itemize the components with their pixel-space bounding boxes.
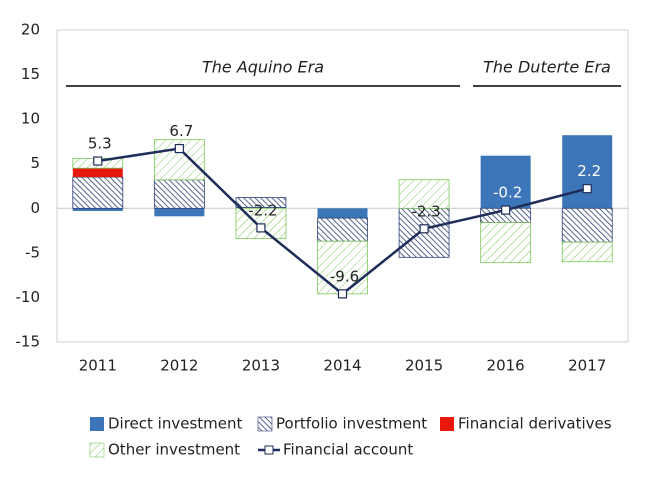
line-marker [256,223,266,233]
legend-swatch [89,442,105,458]
data-label: -2.3 [411,202,440,220]
annotation: The Aquino Era [202,58,324,77]
bar-segment [72,208,123,211]
y-tick-label: 0 [30,199,40,217]
bar-segment [480,155,531,209]
data-label: -9.6 [330,267,359,285]
bar-segment [317,217,368,242]
x-tick-label: 2016 [487,357,525,375]
legend-swatch [90,417,104,431]
line-marker [582,184,592,194]
legend-label: Financial derivatives [458,415,612,433]
data-label: -0.2 [493,184,522,202]
bar-segment [480,222,532,264]
y-tick-label: -15 [16,333,41,351]
bar-segment [235,207,286,209]
bar-segment [562,135,613,209]
legend-label: Direct investment [108,415,243,433]
y-tick-label: 5 [30,154,40,172]
y-tick-label: 10 [21,110,40,128]
line-marker [419,224,429,234]
data-label: 2.2 [577,162,601,180]
bar-segment [72,168,123,178]
line-marker [337,289,348,299]
bar-segment [398,179,450,209]
legend-label: Other investment [108,441,240,459]
x-tick-label: 2013 [242,357,280,375]
x-tick-label: 2014 [323,357,361,375]
y-tick-label: -10 [16,288,41,306]
annotation: The Duterte Era [483,58,611,77]
bar-segment [317,240,368,295]
x-tick-label: 2015 [405,357,443,375]
x-tick-label: 2012 [160,357,198,375]
bar-segment [153,179,205,209]
legend-label: Financial account [283,441,413,459]
legend-swatch [257,416,273,432]
line-marker [501,205,511,215]
data-label: 6.7 [169,122,193,140]
y-tick-label: -5 [25,243,40,261]
line-marker [174,143,184,154]
data-label: 5.3 [88,135,112,153]
bar-segment [561,241,613,263]
line-marker [93,156,103,166]
y-tick-label: 20 [21,21,40,39]
x-tick-label: 2011 [79,357,117,375]
legend-swatch [440,417,454,431]
plot-area [56,29,629,343]
bar-segment [317,208,368,219]
bar-segment [561,207,613,243]
legend-marker [264,445,274,455]
y-tick-label: 15 [21,65,40,83]
x-tick-label: 2017 [568,357,606,375]
bar-segment [72,176,124,209]
legend-label: Portfolio investment [276,415,427,433]
bar-segment [154,208,205,217]
data-label: -2.2 [248,201,277,219]
